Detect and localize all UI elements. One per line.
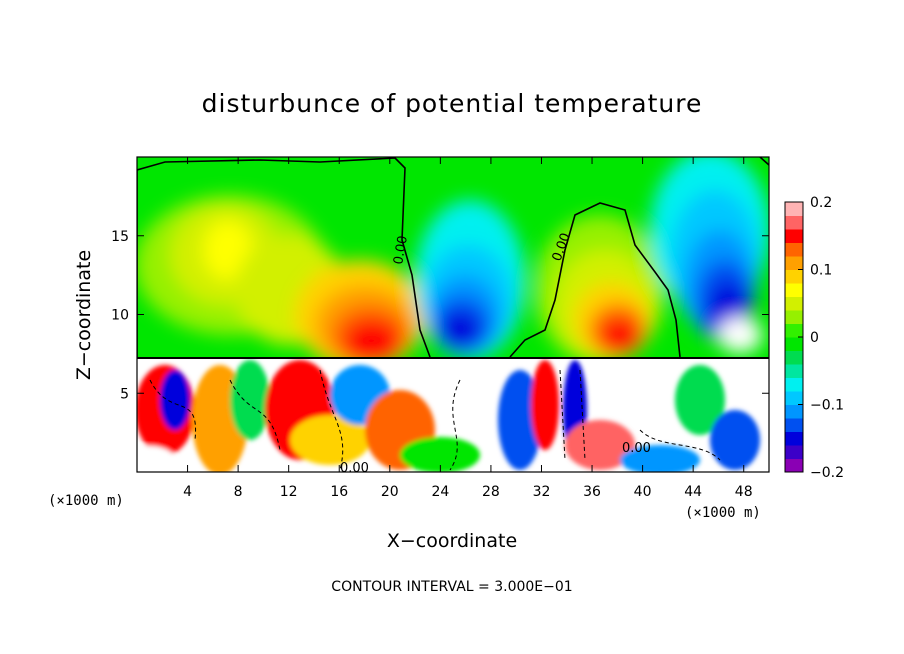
x-tick-label: 20 <box>381 484 399 500</box>
colorbar-tick-label: −0.2 <box>810 465 844 481</box>
x-axis-label: X−coordinate <box>387 530 517 552</box>
colorbar-swatch <box>785 323 803 338</box>
x-tick-label: 32 <box>533 484 551 500</box>
colorbar-swatch <box>785 269 803 284</box>
heatmap-field: 0.00 0.00 0.00 0.00 <box>137 157 769 476</box>
y-tick-label: 15 <box>111 229 129 245</box>
colorbar-swatch <box>785 283 803 297</box>
x-tick-label: 48 <box>735 484 753 500</box>
y-tick-label: 10 <box>111 308 129 324</box>
colorbar-tick-label: 0 <box>810 330 819 346</box>
y-tick-label: 5 <box>120 386 129 402</box>
colorbar-swatch <box>785 364 803 378</box>
colorbar-swatch <box>785 377 803 392</box>
contour-interval-note: CONTOUR INTERVAL = 3.000E−01 <box>331 579 572 595</box>
x-unit-label-left: (×1000 m) <box>48 493 124 509</box>
x-tick-label: 12 <box>280 484 298 500</box>
chart-title: disturbunce of potential temperature <box>202 89 703 118</box>
colorbar-swatch <box>785 350 803 365</box>
colorbar-swatch <box>785 431 803 446</box>
x-tick-label: 28 <box>482 484 500 500</box>
contour-label: 0.00 <box>340 461 369 476</box>
contour-label: 0.00 <box>391 235 411 266</box>
x-tick-label: 8 <box>234 484 243 500</box>
y-axis: 5 10 15 <box>111 229 769 402</box>
x-tick-label: 24 <box>431 484 449 500</box>
x-tick-label: 4 <box>183 484 192 500</box>
contour-label: 0.00 <box>622 441 651 456</box>
colorbar-tick-label: −0.1 <box>810 398 844 414</box>
lower-contours <box>149 369 721 471</box>
colorbar-swatch <box>785 242 803 257</box>
x-axis: 4 8 12 16 20 24 28 32 36 40 44 48 <box>183 157 753 500</box>
x-tick-label: 40 <box>634 484 652 500</box>
colorbar-tick-label: 0.1 <box>810 263 832 279</box>
lower-field-blobs <box>137 360 760 472</box>
colorbar-tick-label: 0.2 <box>810 195 832 211</box>
colorbar-swatch <box>785 391 803 405</box>
colorbar-swatch <box>785 445 803 459</box>
x-tick-label: 16 <box>330 484 348 500</box>
zero-contour <box>137 157 769 358</box>
colorbar-swatch <box>785 337 803 351</box>
colorbar: 0.2 0.1 0 −0.1 −0.2 <box>784 195 844 481</box>
colorbar-swatch <box>785 229 803 243</box>
upper-field-blobs <box>137 157 769 370</box>
colorbar-swatch <box>785 256 803 270</box>
colorbar-swatch <box>785 404 803 419</box>
colorbar-swatch <box>785 418 803 432</box>
colorbar-swatch <box>785 202 803 216</box>
x-unit-label-right: (×1000 m) <box>685 505 761 521</box>
x-tick-label: 44 <box>684 484 702 500</box>
colorbar-swatch <box>785 458 803 473</box>
colorbar-swatch <box>785 310 803 324</box>
y-axis-label: Z−coordinate <box>73 250 95 380</box>
colorbar-swatch <box>785 296 803 311</box>
x-tick-label: 36 <box>583 484 601 500</box>
colorbar-swatch <box>785 215 803 230</box>
